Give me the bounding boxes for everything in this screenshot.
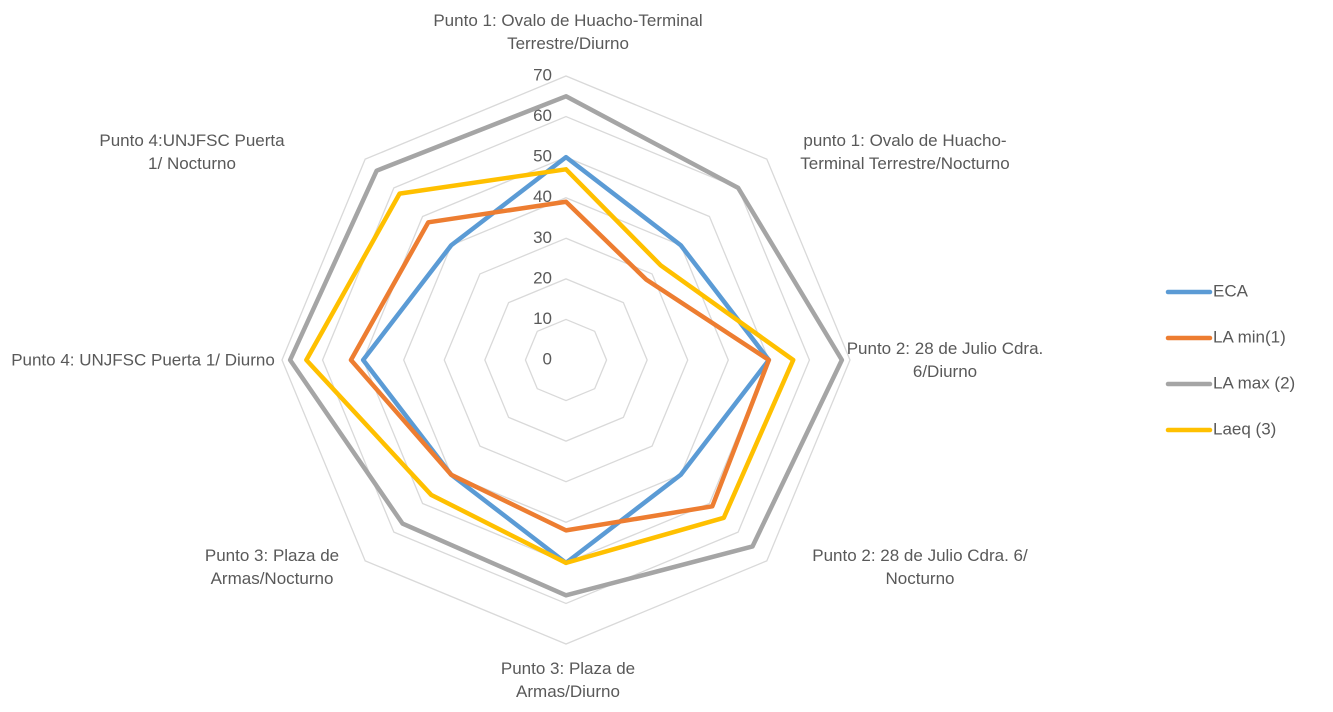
series-line [348,199,772,533]
legend-label: LA max (2) [1213,373,1295,392]
legend-label: LA min(1) [1213,327,1286,346]
category-label: Punto 4:UNJFSC Puerta 1/ Nocturno [99,131,285,173]
series-line [287,94,845,598]
r-tick-label: 50 [533,147,552,166]
grid-ring [362,156,770,564]
category-label: Punto 3: Plaza de Armas/Nocturno [204,546,340,588]
category-label: Punto 3: Plaza de Armas/Diurno [500,659,636,701]
category-label: Punto 1: Ovalo de Huacho-Terminal Terres… [433,11,703,53]
r-tick-label: 60 [533,106,552,125]
series-line [360,154,772,566]
grid-ring [403,197,729,523]
grid-ring [443,237,689,483]
grid-ring [524,318,608,402]
legend-label: Laeq (3) [1213,419,1276,438]
grid-ring [484,278,648,442]
r-tick-label: 30 [533,228,552,247]
legend-label: ECA [1213,281,1249,300]
category-label: Punto 4: UNJFSC Puerta 1/ Diurno [11,350,275,370]
r-tick-label: 40 [533,187,552,206]
r-tick-label: 10 [533,309,552,328]
series-line [304,167,796,566]
r-tick-label: 0 [543,349,552,368]
grid-ring [281,75,851,645]
category-label: Punto 2: 28 de Julio Cdra. 6/Diurno [846,339,1044,381]
r-tick-label: 20 [533,268,552,287]
category-label: punto 1: Ovalo de Huacho-Terminal Terres… [800,131,1010,173]
category-label: Punto 2: 28 de Julio Cdra. 6/ Nocturno [812,546,1028,588]
r-tick-label: 70 [533,65,552,84]
